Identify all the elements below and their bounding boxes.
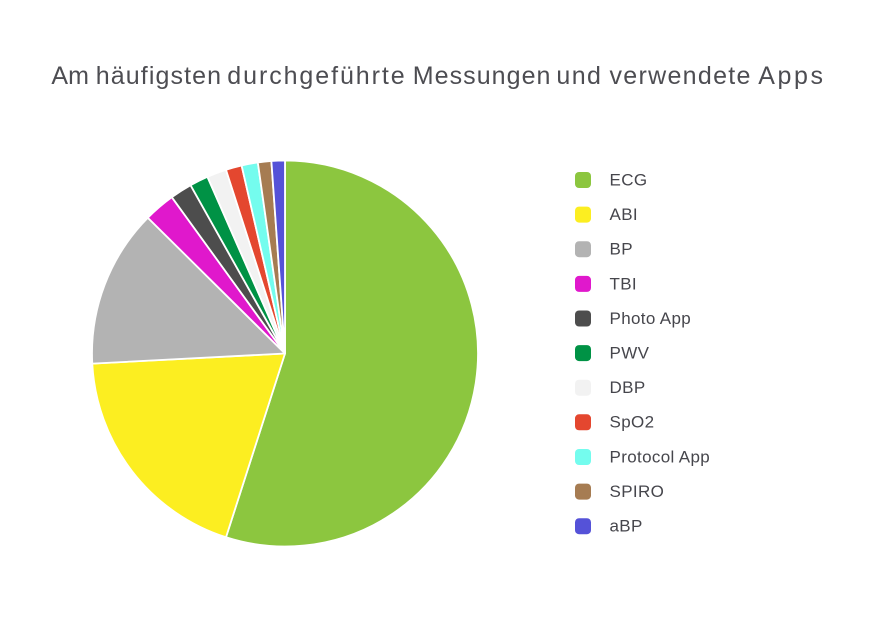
svg-text:DBP: DBP	[610, 378, 646, 397]
svg-text:ABI: ABI	[610, 205, 638, 224]
svg-text:BP: BP	[610, 240, 633, 259]
svg-text:Photo App: Photo App	[610, 309, 692, 328]
svg-text:Protocol App: Protocol App	[610, 447, 711, 466]
svg-text:aBP: aBP	[610, 517, 643, 536]
svg-text:SPIRO: SPIRO	[610, 482, 665, 501]
svg-text:PWV: PWV	[610, 344, 650, 363]
svg-text:SpO2: SpO2	[610, 413, 655, 432]
svg-text:TBI: TBI	[610, 274, 638, 293]
svg-text:ECG: ECG	[610, 170, 648, 189]
